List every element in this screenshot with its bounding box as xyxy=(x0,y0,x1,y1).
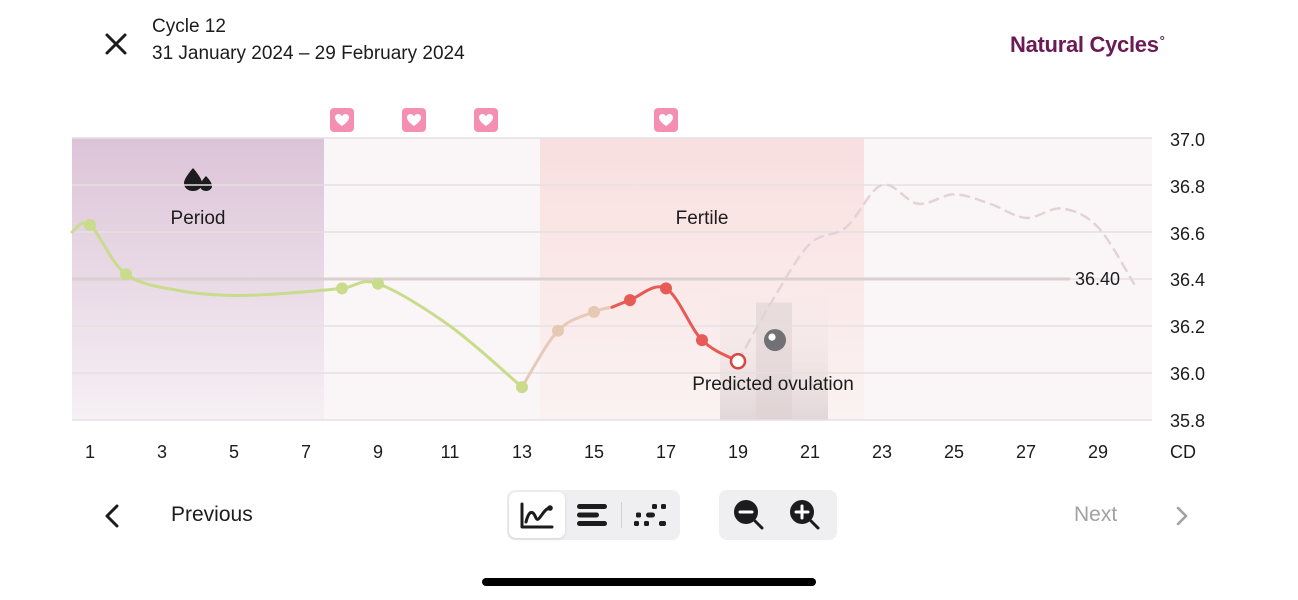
heart-icon xyxy=(407,114,421,126)
temperature-point xyxy=(624,294,636,307)
y-tick-label: 36.4 xyxy=(1170,270,1205,290)
x-tick-label: 5 xyxy=(229,442,239,462)
y-tick-label: 37.0 xyxy=(1170,130,1205,150)
x-tick-label: 25 xyxy=(944,442,964,462)
zoom-controls xyxy=(719,490,837,540)
ovulation-egg-highlight xyxy=(768,333,776,341)
bar-view-button[interactable] xyxy=(565,492,621,538)
ovulation-label: Predicted ovulation xyxy=(692,374,854,395)
heart-icon xyxy=(479,114,493,126)
y-tick-label: 36.0 xyxy=(1170,364,1205,384)
y-tick-label: 35.8 xyxy=(1170,411,1205,431)
y-tick-label: 36.6 xyxy=(1170,224,1205,244)
heart-icon xyxy=(659,114,673,126)
dots-view-icon xyxy=(634,504,666,526)
x-tick-label: 29 xyxy=(1088,442,1108,462)
home-indicator[interactable] xyxy=(482,578,816,586)
x-tick-label: 9 xyxy=(373,442,383,462)
x-tick-label: 3 xyxy=(157,442,167,462)
temperature-point xyxy=(84,218,96,231)
x-tick-label: 23 xyxy=(872,442,892,462)
next-cycle-button[interactable] xyxy=(1168,502,1196,530)
x-tick-label: 19 xyxy=(728,442,748,462)
previous-cycle-button[interactable] xyxy=(98,502,126,530)
drop-small xyxy=(200,176,212,191)
intercourse-heart-marker xyxy=(654,108,678,132)
temperature-point xyxy=(120,268,132,281)
period-band-label: Period xyxy=(171,208,226,229)
temperature-point xyxy=(516,381,528,394)
toggle-divider xyxy=(621,502,622,528)
chevron-left-icon xyxy=(105,504,119,528)
dots-view-button[interactable] xyxy=(622,492,678,538)
close-icon xyxy=(105,33,127,55)
ovulation-day-column xyxy=(756,302,792,420)
temperature-point xyxy=(552,324,564,337)
next-label[interactable]: Next xyxy=(1074,503,1118,526)
heart-icon xyxy=(335,114,349,126)
previous-label[interactable]: Previous xyxy=(171,503,253,526)
x-tick-label: 1 xyxy=(85,442,95,462)
temperature-point xyxy=(696,334,708,347)
zoom-out-icon xyxy=(734,500,764,530)
cycle-dates: 31 January 2024 – 29 February 2024 xyxy=(152,43,465,64)
ovulation-egg-icon xyxy=(764,329,786,352)
temperature-series-line xyxy=(520,305,614,389)
fertile-band-label: Fertile xyxy=(676,208,729,229)
intercourse-heart-marker xyxy=(474,108,498,132)
graph-view-icon xyxy=(520,502,554,529)
temperature-series-line xyxy=(736,183,1136,363)
temperature-point xyxy=(372,277,384,290)
brand-mark: ° xyxy=(1159,33,1165,48)
x-tick-label: 21 xyxy=(800,442,820,462)
brand-name: Natural Cycles xyxy=(1010,32,1159,57)
chevron-right-icon xyxy=(1176,506,1188,526)
y-tick-label: 36.8 xyxy=(1170,177,1205,197)
cycle-title: Cycle 12 xyxy=(152,16,226,37)
intercourse-heart-marker xyxy=(402,108,426,132)
x-tick-label: 27 xyxy=(1016,442,1036,462)
temperature-point-latest xyxy=(729,353,747,370)
bar-view-icon xyxy=(577,504,607,526)
temperature-point xyxy=(336,282,348,295)
x-tick-label: 17 xyxy=(656,442,676,462)
intercourse-heart-marker xyxy=(330,108,354,132)
temperature-point xyxy=(588,305,600,318)
y-tick-label: 36.2 xyxy=(1170,317,1205,337)
temperature-chart[interactable]: 37.0 36.8 36.6 36.4 36.2 36.0 35.8 1 3 5… xyxy=(0,100,1298,470)
bottom-navigation: Previous xyxy=(0,490,1298,540)
brand-logo: Natural Cycles° xyxy=(1010,32,1165,58)
x-tick-label: 11 xyxy=(441,442,460,462)
view-toggle xyxy=(507,490,680,540)
x-axis-label: CD xyxy=(1170,442,1196,462)
zoom-in-icon xyxy=(790,500,820,530)
x-tick-label: 13 xyxy=(512,442,532,462)
zoom-out-button[interactable] xyxy=(721,492,777,538)
close-button[interactable] xyxy=(98,26,134,62)
x-tick-label: 15 xyxy=(584,442,604,462)
x-tick-label: 7 xyxy=(301,442,311,462)
graph-view-button[interactable] xyxy=(509,492,565,538)
coverline-label: 36.40 xyxy=(1075,269,1120,289)
temperature-series-line xyxy=(70,221,524,389)
zoom-in-button[interactable] xyxy=(777,492,833,538)
temperature-point xyxy=(660,282,672,295)
